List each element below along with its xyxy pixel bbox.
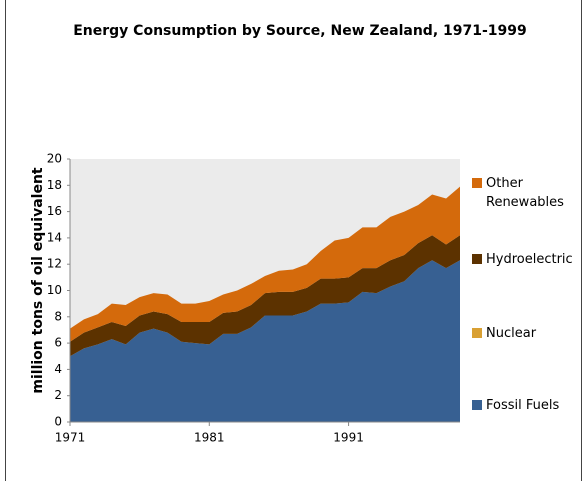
x-tick-label: 1981: [194, 431, 225, 445]
legend-label: Fossil Fuels: [486, 398, 560, 413]
legend-item: Hydroelectric: [472, 250, 582, 269]
legend-swatch: [472, 328, 482, 338]
area: [70, 260, 460, 422]
area: [70, 235, 460, 357]
chart-title: Energy Consumption by Source, New Zealan…: [73, 23, 527, 39]
y-tick-label: 0: [54, 415, 62, 429]
x-tick-label: 1971: [55, 431, 86, 445]
legend-swatch: [472, 254, 482, 264]
legend-item: Fossil Fuels: [472, 396, 582, 415]
legend-label: Hydroelectric: [486, 252, 573, 267]
y-tick-label: 14: [47, 230, 62, 244]
x-tick-label: 1991: [333, 431, 364, 445]
y-tick-label: 12: [47, 257, 62, 271]
area: [70, 186, 460, 342]
frame: [5, 0, 582, 481]
legend-swatch: [472, 178, 482, 188]
y-axis-label: million tons of oil equivalent: [30, 167, 46, 394]
legend-item: Nuclear: [472, 324, 582, 343]
legend-swatch: [472, 400, 482, 410]
y-tick-label: 18: [47, 178, 62, 192]
legend-item: Other Renewables: [472, 174, 582, 212]
y-tick-label: 4: [54, 362, 62, 376]
y-tick-label: 8: [54, 309, 62, 323]
y-tick-label: 6: [54, 336, 62, 350]
y-tick-label: 20: [47, 152, 62, 166]
y-tick-label: 2: [54, 388, 62, 402]
legend-label: Other Renewables: [486, 176, 564, 210]
y-tick-label: 16: [47, 204, 62, 218]
y-tick-label: 10: [47, 283, 62, 297]
legend-label: Nuclear: [486, 326, 537, 341]
